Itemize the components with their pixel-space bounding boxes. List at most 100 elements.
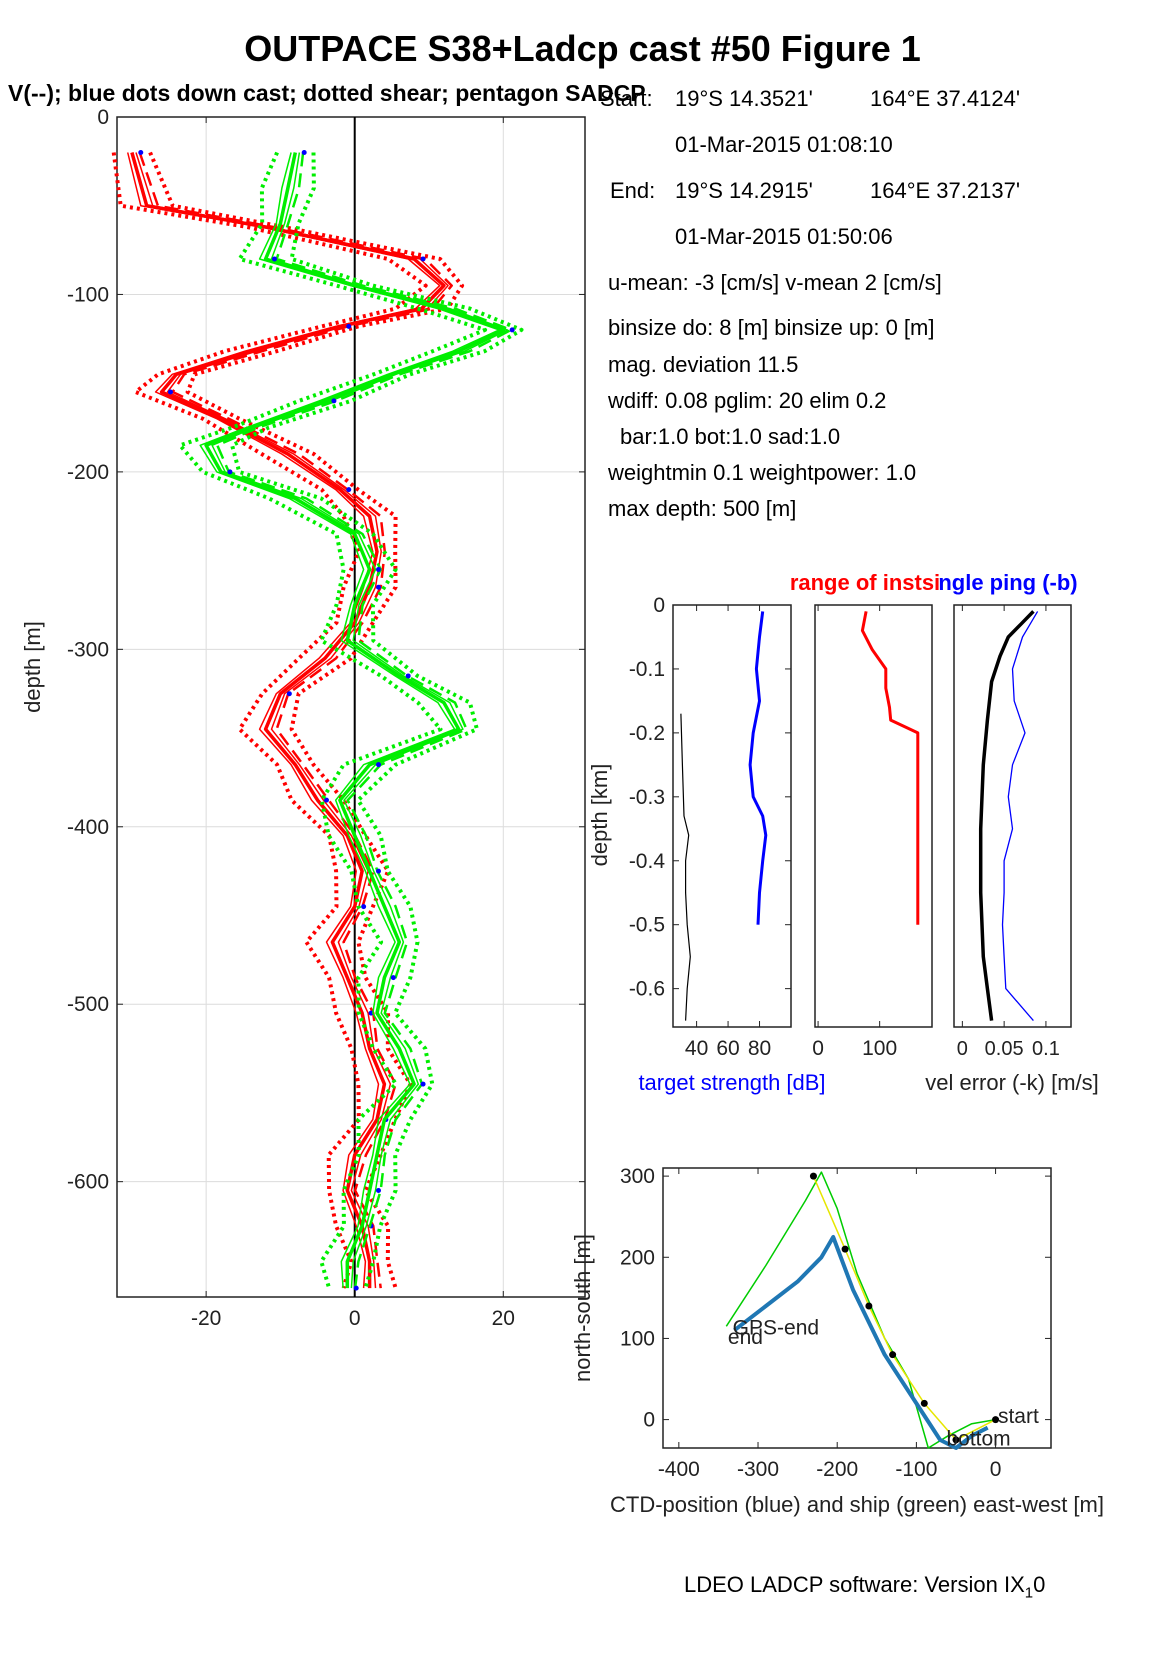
single-ping-title: ngle ping (-b): [938, 570, 1077, 595]
downcast-dot: [420, 256, 426, 262]
position-track-line-1: [733, 1235, 989, 1450]
position-track-xtick-label: -200: [816, 1458, 858, 1481]
downcast-dot: [375, 1188, 381, 1194]
ship-position-dot: [889, 1351, 897, 1359]
end-longitude: 164°E 37.2137': [870, 178, 1021, 203]
position-track-xtick-label: 0: [990, 1458, 1002, 1481]
software-sub: 1: [1024, 1584, 1034, 1602]
end-latitude: 19°S 14.2915': [675, 178, 813, 203]
target-strength-ytick-label: -0.1: [629, 658, 665, 681]
ship-position-dot: [992, 1416, 1000, 1424]
downcast-dot: [301, 149, 307, 155]
weights-bar: bar:1.0 bot:1.0 sad:1.0: [620, 424, 841, 449]
velocity-profile-ytick-label: -600: [67, 1171, 109, 1194]
velocity-profile-ytick-label: 0: [97, 106, 109, 129]
ship-position-dot: [841, 1245, 849, 1253]
range-of-instruments-xtick-label: 0: [812, 1037, 824, 1060]
target-strength-ytick-label: -0.2: [629, 722, 665, 745]
gps-end-annotation: GPS-end: [733, 1316, 819, 1339]
downcast-dot: [375, 566, 381, 572]
target-strength-ylabel: depth [km]: [587, 764, 612, 867]
position-track-xlabel: CTD-position (blue) and ship (green) eas…: [610, 1492, 1104, 1517]
start-time: 01-Mar-2015 01:08:10: [675, 132, 893, 157]
downcast-dot: [346, 323, 352, 329]
range-of-instruments-frame: [814, 604, 933, 1028]
velocity-error-line-1: [1001, 611, 1039, 1022]
downcast-dot: [271, 256, 277, 262]
ship-position-dot: [952, 1436, 960, 1444]
v-velocity-line-5: [230, 152, 524, 1289]
position-track-xtick-label: -300: [737, 1458, 779, 1481]
range-line: [860, 611, 920, 925]
software-text: LDEO LADCP software: Version IX: [684, 1572, 1025, 1597]
target-strength-ytick-label: 0: [653, 594, 665, 617]
downcast-dot: [509, 327, 515, 333]
u-velocity-line-1: [135, 152, 449, 1289]
position-track-axes: [662, 1167, 1052, 1449]
downcast-dot: [331, 398, 337, 404]
position-track-ytick-label: 100: [620, 1327, 655, 1350]
target-strength-ytick-label: -0.6: [629, 978, 665, 1001]
ship-position-dot: [809, 1172, 817, 1180]
downcast-dot: [167, 389, 173, 395]
velocity-error-frame: [953, 604, 1072, 1028]
velocity-profile-ytick-label: -100: [67, 283, 109, 306]
downcast-dot: [353, 1285, 359, 1291]
mean-velocities: u-mean: -3 [cm/s] v-mean 2 [cm/s]: [608, 270, 942, 295]
position-track-frame: [662, 1167, 1052, 1449]
position-track-ytick-label: 300: [620, 1165, 655, 1188]
mag-deviation: mag. deviation 11.5: [608, 352, 799, 377]
target-strength-ytick-label: -0.4: [629, 850, 666, 873]
target-strength-xlabel: target strength [dB]: [638, 1070, 825, 1095]
downcast-dot: [361, 904, 367, 910]
velocity-profile-xtick-label: -20: [191, 1307, 221, 1330]
max-depth: max depth: 500 [m]: [608, 496, 797, 521]
position-track-line-2: [812, 1175, 996, 1441]
u-velocity-line-4: [111, 152, 428, 1289]
position-track-xtick-label: -400: [658, 1458, 700, 1481]
velocity-error-xtick-label: 0.1: [1032, 1038, 1060, 1060]
velocity-error-line-0: [978, 610, 1035, 1021]
position-track-xtick-label: -100: [895, 1458, 937, 1481]
weight-params: weightmin 0.1 weightpower: 1.0: [608, 460, 917, 485]
range-of-instruments-axes: [814, 604, 933, 1028]
figure-subtitle: V(--); blue dots down cast; dotted shear…: [8, 80, 646, 106]
end-label: End:: [610, 178, 656, 203]
downcast-dot: [375, 868, 381, 874]
downcast-dot: [227, 469, 233, 475]
position-track-ylabel: north-south [m]: [570, 1234, 595, 1382]
velocity-profile-ytick-label: -500: [67, 993, 109, 1016]
range-of-instruments-xtick-label: 100: [862, 1037, 897, 1060]
velocity-error-xtick-label: 0.05: [985, 1038, 1024, 1060]
downcast-dot: [405, 673, 411, 679]
velocity-error-axes: [953, 604, 1072, 1028]
target-strength-ytick-label: -0.5: [629, 914, 665, 937]
u-velocity-line-2: [126, 152, 441, 1289]
velocity-profile-ylabel: depth [m]: [20, 621, 45, 713]
position-track-ytick-label: 0: [643, 1409, 655, 1432]
velocity-profile-ytick-label: -200: [67, 461, 109, 484]
start-annotation: start: [998, 1405, 1039, 1428]
u-velocity-line-3: [138, 152, 453, 1289]
velocity-profile-axes: [116, 116, 586, 1298]
range-title: range of instsi: [790, 570, 940, 595]
start-label: Start:: [600, 86, 653, 111]
downcast-dot: [375, 584, 381, 590]
bottom-annotation: bottom: [946, 1428, 1010, 1451]
downcast-dot: [390, 975, 396, 981]
velocity-error-xtick-label: 0: [957, 1038, 968, 1060]
v-velocity-line-4: [178, 151, 488, 1289]
downcast-dot: [420, 1081, 426, 1087]
figure-title: OUTPACE S38+Ladcp cast #50 Figure 1: [244, 28, 921, 69]
downcast-dot: [346, 487, 352, 493]
u-velocity-line-5: [148, 151, 465, 1289]
downcast-dot: [323, 797, 329, 803]
v-velocity-line-1: [211, 152, 509, 1289]
u-velocity-line-0: [130, 152, 446, 1289]
bin-size: binsize do: 8 [m] binsize up: 0 [m]: [608, 315, 935, 340]
ship-position-dot: [920, 1399, 928, 1407]
position-track-ytick-label: 200: [620, 1246, 655, 1269]
software-version: LDEO LADCP software: Version IX10: [684, 1572, 1045, 1601]
v-velocity-line-2: [199, 152, 500, 1289]
target-strength-line-1: [680, 713, 691, 1021]
